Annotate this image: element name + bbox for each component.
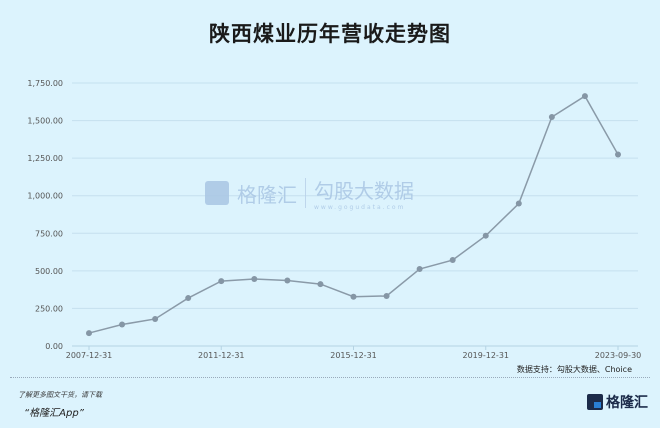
x-tick-label: 2007-12-31 [66,351,113,360]
data-point [383,292,390,299]
data-point [350,293,357,300]
data-point [515,200,522,207]
y-tick-label: 1,250.00 [27,154,63,163]
watermark-left: 格隆汇 [237,182,297,207]
x-tick-label: 2011-12-31 [198,351,245,360]
brand-name: 格隆汇 [606,395,648,411]
data-point [218,278,225,285]
data-point [581,93,588,100]
watermark-url: www.gogudata.com [314,204,406,211]
data-point [185,295,192,302]
y-tick-label: 1,750.00 [27,79,63,88]
data-point [284,277,291,284]
gelonghui-logo-icon [587,394,603,410]
x-tick-label: 2015-12-31 [330,351,377,360]
promo-line-2: “格隆汇App” [24,408,84,419]
watermark-right: 勾股大数据 [314,179,414,203]
data-point [86,330,92,337]
promo-line-1: 了解更多图文干货，请下载 [18,391,102,399]
footer-divider [10,377,650,378]
y-tick-label: 0.00 [45,342,63,351]
data-point [615,151,621,158]
data-point [152,315,159,322]
data-point [416,266,423,273]
data-point [482,232,489,239]
watermark: 格隆汇 勾股大数据 www.gogudata.com [205,175,414,211]
data-point [449,257,456,264]
y-tick-label: 750.00 [35,229,63,238]
y-tick-label: 500.00 [35,267,63,276]
watermark-divider [305,178,306,208]
data-point [317,281,324,288]
data-point [119,321,126,328]
data-source: 数据支持：勾股大数据、Choice [516,365,632,374]
y-tick-label: 250.00 [35,304,63,313]
x-tick-label: 2019-12-31 [463,351,510,360]
data-point [548,113,555,120]
y-tick-label: 1,500.00 [27,117,63,126]
data-point [251,275,258,282]
chart-title: 陕西煤业历年营收走势图 [209,22,451,46]
brand-logo: 格隆汇 [587,392,648,412]
y-tick-label: 1,000.00 [27,192,63,201]
gelonghui-logo-icon [205,181,229,205]
x-tick-label: 2023-09-30 [595,351,642,360]
